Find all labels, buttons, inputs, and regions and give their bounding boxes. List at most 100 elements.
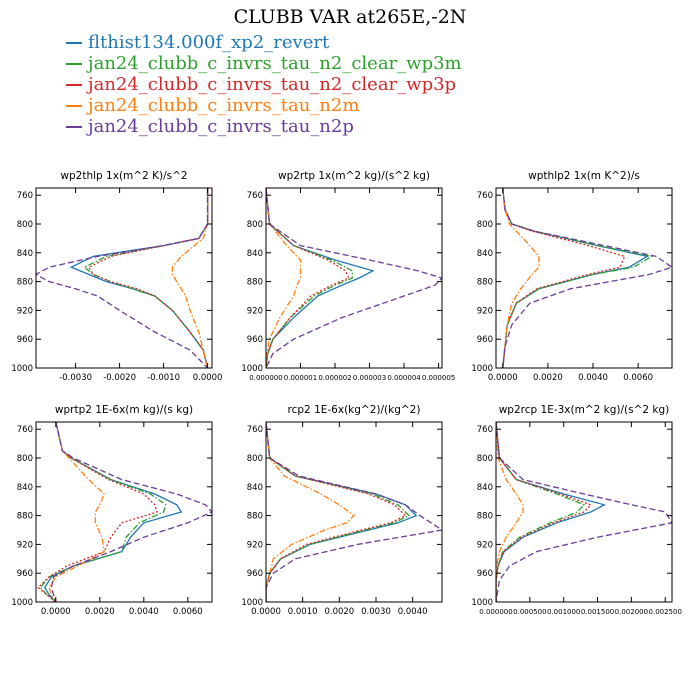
- x-tick-label: 0.0040: [398, 607, 428, 617]
- series-line: [502, 188, 540, 368]
- series-line: [496, 422, 524, 602]
- x-tick-label: 0.0000: [193, 373, 223, 383]
- y-tick-label: 760: [477, 425, 493, 435]
- y-tick-label: 880: [247, 512, 263, 522]
- legend-item: jan24_clubb_c_invrs_tau_n2_clear_wp3p: [66, 74, 462, 95]
- series-line: [502, 188, 626, 368]
- y-tick-label: 960: [17, 335, 33, 345]
- y-tick-label: 920: [17, 306, 33, 316]
- y-tick-label: 800: [247, 220, 263, 230]
- chart-panel: wpthlp2 1x(m K^2)/s 760 800 840 880 920 960 100…: [471, 170, 673, 383]
- x-tick-label: -0.0020: [103, 373, 136, 383]
- chart-panel: wprtp2 1E-6x(m kg)/(s kg) 760 800 840 880 920…: [11, 404, 213, 617]
- y-tick-label: 920: [17, 540, 33, 550]
- legend-swatch: [66, 126, 82, 128]
- y-tick-label: 960: [17, 569, 33, 579]
- plot-frame: [495, 187, 673, 369]
- series-line: [266, 188, 375, 368]
- x-tick-label: 0.001500: [581, 608, 614, 616]
- x-tick-label: 0.0060: [623, 373, 653, 383]
- y-tick-label: 760: [17, 191, 33, 201]
- y-tick-label: 840: [477, 249, 493, 259]
- series-line: [48, 422, 105, 602]
- y-tick-label: 880: [247, 278, 263, 288]
- x-tick-label: -0.0030: [59, 373, 92, 383]
- legend-label: jan24_clubb_c_invrs_tau_n2m: [88, 95, 360, 116]
- legend-swatch: [66, 42, 82, 44]
- series-line: [266, 422, 418, 602]
- series-line: [266, 422, 407, 602]
- y-tick-label: 1000: [11, 598, 33, 608]
- y-tick-label: 960: [247, 335, 263, 345]
- y-tick-label: 800: [477, 220, 493, 230]
- y-tick-label: 840: [477, 483, 493, 493]
- y-tick-label: 920: [247, 306, 263, 316]
- x-tick-label: 0.000000: [249, 374, 282, 382]
- y-tick-label: 1000: [241, 364, 263, 374]
- legend-item: flthist134.000f_xp2_revert: [66, 32, 462, 53]
- x-tick-label: 0.001000: [547, 608, 580, 616]
- x-tick-label: 0.000004: [387, 374, 421, 382]
- legend-item: jan24_clubb_c_invrs_tau_n2m: [66, 95, 462, 116]
- series-line: [496, 422, 586, 602]
- series-line: [50, 422, 212, 602]
- y-tick-label: 840: [247, 249, 263, 259]
- y-tick-label: 800: [247, 454, 263, 464]
- y-tick-label: 800: [17, 220, 33, 230]
- legend-label: jan24_clubb_c_invrs_tau_n2_clear_wp3p: [88, 74, 457, 95]
- series-line: [266, 422, 442, 602]
- x-tick-label: 0.0060: [173, 607, 203, 617]
- y-tick-label: 880: [477, 512, 493, 522]
- x-tick-label: 0.0000: [251, 607, 281, 617]
- x-tick-label: 0.0040: [578, 373, 608, 383]
- x-tick-label: 0.0040: [129, 607, 159, 617]
- legend-swatch: [66, 105, 82, 107]
- series-line: [87, 188, 209, 368]
- x-tick-label: 0.0000: [488, 373, 518, 383]
- series-line: [39, 422, 167, 602]
- series-line: [496, 422, 672, 602]
- x-tick-label: 0.0020: [324, 607, 354, 617]
- y-tick-label: 880: [17, 278, 33, 288]
- y-tick-label: 920: [477, 306, 493, 316]
- series-line: [266, 188, 442, 368]
- series-line: [502, 188, 672, 368]
- x-tick-label: 0.000001: [284, 374, 317, 382]
- x-tick-label: 0.0020: [533, 373, 563, 383]
- chart-title: wp2thlp 1x(m^2 K)/s^2: [60, 170, 187, 182]
- x-tick-label: 0.0000: [41, 607, 71, 617]
- y-tick-label: 840: [17, 483, 33, 493]
- chart-title: rcp2 1E-6x(kg^2)/(kg^2): [288, 404, 421, 416]
- y-tick-label: 760: [477, 191, 493, 201]
- y-tick-label: 840: [247, 483, 263, 493]
- series-line: [266, 188, 302, 368]
- series-line: [69, 188, 209, 368]
- y-tick-label: 800: [17, 454, 33, 464]
- x-tick-label: -0.0010: [147, 373, 180, 383]
- series-line: [266, 188, 353, 368]
- figure-title: CLUBB VAR at265E,-2N: [233, 6, 467, 28]
- series-line: [37, 422, 158, 602]
- x-tick-label: 0.000003: [353, 374, 386, 382]
- plot-frame: [495, 421, 673, 603]
- series-line: [36, 188, 209, 368]
- x-tick-label: 0.000000: [479, 608, 512, 616]
- y-tick-label: 1000: [471, 598, 493, 608]
- x-tick-label: 0.002500: [649, 608, 682, 616]
- y-tick-label: 960: [247, 569, 263, 579]
- legend-swatch: [66, 84, 82, 86]
- legend-label: flthist134.000f_xp2_revert: [88, 32, 330, 53]
- chart-panel: wp2rcp 1E-3x(m^2 kg)/(s^2 kg) 760 800 840 88…: [471, 404, 682, 616]
- y-tick-label: 920: [477, 540, 493, 550]
- y-tick-label: 800: [477, 454, 493, 464]
- x-tick-label: 0.0020: [85, 607, 115, 617]
- x-tick-label: 0.0030: [361, 607, 391, 617]
- y-tick-label: 1000: [471, 364, 493, 374]
- plot-frame: [35, 187, 213, 369]
- chart-panel: wp2rtp 1x(m^2 kg)/(s^2 kg) 760 800 840 880 92…: [241, 170, 455, 382]
- series-line: [44, 422, 183, 602]
- y-tick-label: 960: [477, 335, 493, 345]
- legend-swatch: [66, 63, 82, 65]
- y-tick-label: 760: [247, 191, 263, 201]
